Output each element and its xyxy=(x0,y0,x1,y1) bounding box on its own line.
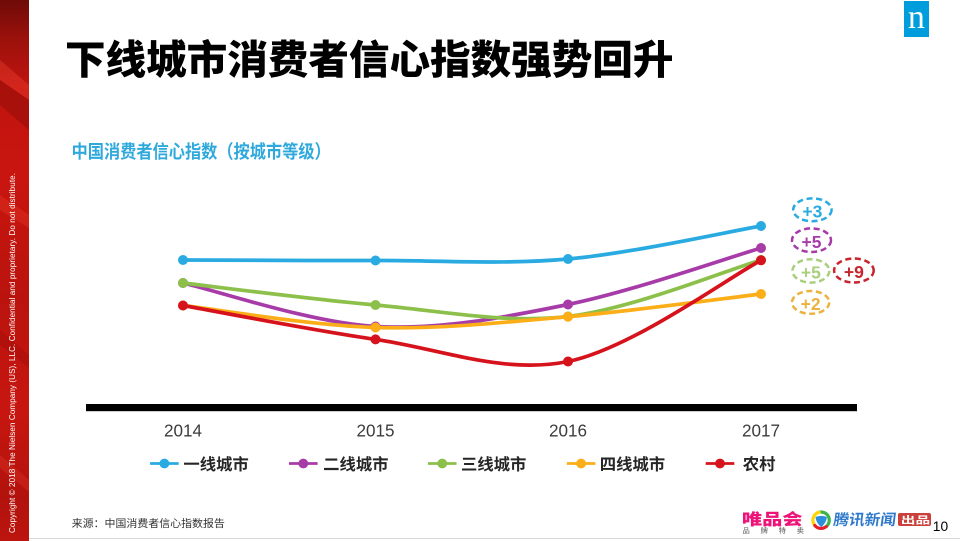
svg-text:+5: +5 xyxy=(801,263,821,283)
svg-text:10: 10 xyxy=(933,519,949,534)
svg-text:2014: 2014 xyxy=(164,421,202,440)
svg-text:+9: +9 xyxy=(844,262,864,282)
svg-text:2016: 2016 xyxy=(549,421,587,440)
svg-text:+3: +3 xyxy=(802,201,822,221)
svg-text:+5: +5 xyxy=(802,232,822,252)
svg-text:2017: 2017 xyxy=(742,421,780,440)
svg-text:+2: +2 xyxy=(801,294,821,314)
svg-text:2015: 2015 xyxy=(356,421,394,440)
